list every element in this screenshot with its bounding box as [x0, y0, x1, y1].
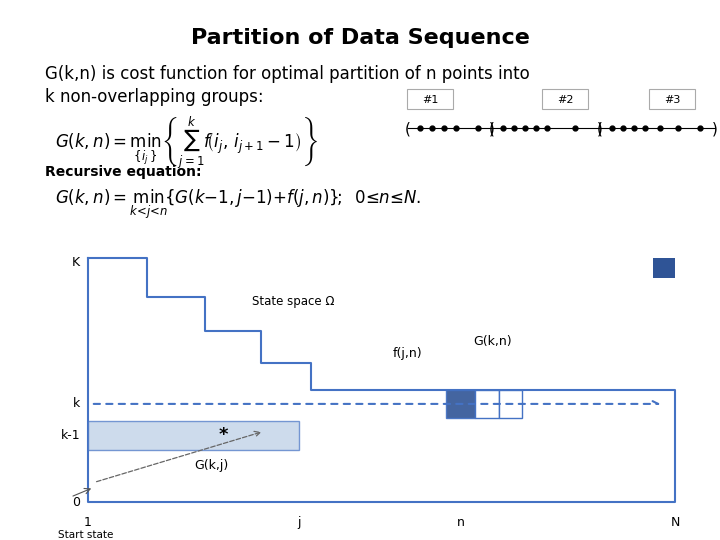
- Text: f(j,n): f(j,n): [393, 347, 423, 361]
- FancyBboxPatch shape: [649, 89, 695, 109]
- Text: K: K: [72, 255, 80, 268]
- Text: k non-overlapping groups:: k non-overlapping groups:: [45, 88, 264, 106]
- Bar: [446, 390, 475, 418]
- FancyBboxPatch shape: [407, 89, 453, 109]
- Text: ): ): [712, 122, 718, 137]
- Text: G(k,n): G(k,n): [474, 335, 513, 348]
- Text: Recursive equation:: Recursive equation:: [45, 165, 202, 179]
- Text: #2: #2: [557, 95, 573, 105]
- Text: 0: 0: [72, 496, 80, 509]
- Text: G(k,n) is cost function for optimal partition of n points into: G(k,n) is cost function for optimal part…: [45, 65, 530, 83]
- Bar: [653, 258, 675, 278]
- Text: j: j: [297, 516, 301, 529]
- Text: G(k,j): G(k,j): [194, 460, 228, 472]
- Polygon shape: [88, 258, 675, 502]
- Text: k: k: [73, 397, 80, 410]
- Text: #3: #3: [664, 95, 680, 105]
- Text: 1: 1: [84, 516, 92, 529]
- Text: ): ): [597, 122, 603, 137]
- Text: #1: #1: [422, 95, 438, 105]
- Text: (: (: [405, 122, 411, 137]
- Text: (: (: [597, 122, 603, 137]
- Text: ): ): [489, 122, 495, 137]
- FancyBboxPatch shape: [542, 89, 588, 109]
- Bar: [475, 390, 499, 418]
- Text: (: (: [489, 122, 495, 137]
- Bar: [499, 390, 523, 418]
- Text: $G(k,n) = \min_{\{i_j\}} \left\{ \sum_{j=1}^{k} f\!\left(i_j,\, i_{j+1}-1\right): $G(k,n) = \min_{\{i_j\}} \left\{ \sum_{j…: [55, 115, 318, 172]
- Text: *: *: [218, 426, 228, 444]
- Text: State space Ω: State space Ω: [253, 295, 335, 308]
- Text: $G(k,n) = \min_{k<j<n} \!\left\{G(k-1,j-1) + f(j,n)\right\}\!; \;\; 0 \leq n \le: $G(k,n) = \min_{k<j<n} \!\left\{G(k-1,j-…: [55, 188, 421, 222]
- Text: Partition of Data Sequence: Partition of Data Sequence: [191, 28, 529, 48]
- Text: k-1: k-1: [60, 429, 80, 442]
- Text: n: n: [456, 516, 464, 529]
- Text: Start state: Start state: [58, 530, 114, 540]
- Bar: [88, 422, 300, 449]
- Text: N: N: [670, 516, 680, 529]
